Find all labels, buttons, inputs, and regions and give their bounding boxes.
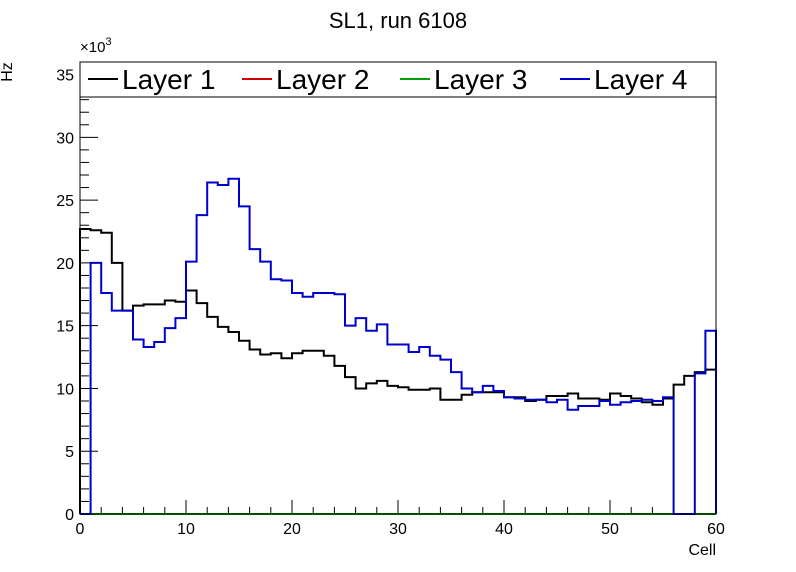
- legend-label-layer-1: Layer 1: [122, 64, 215, 95]
- y-axis-multiplier-base: ×10: [80, 39, 105, 56]
- legend-label-layer-3: Layer 3: [434, 64, 527, 95]
- y-tick-label: 35: [56, 68, 74, 85]
- y-tick-label: 20: [56, 256, 74, 273]
- x-tick-label: 40: [495, 521, 513, 538]
- axis-ticks: 0 10 20 30 40 50 60 0 5 10 15 20 25 30 35: [56, 61, 725, 538]
- x-tick-label: 20: [283, 521, 301, 538]
- legend-label-layer-4: Layer 4: [594, 64, 687, 95]
- chart-title: SL1, run 6108: [329, 8, 467, 33]
- y-axis-multiplier: ×103: [80, 36, 112, 56]
- y-axis-label: Hz: [0, 62, 16, 82]
- y-tick-label: 5: [65, 444, 74, 461]
- y-tick-label: 15: [56, 319, 74, 336]
- x-tick-label: 30: [389, 521, 407, 538]
- y-tick-label: 30: [56, 130, 74, 147]
- series-line-layer-4: [80, 177, 717, 515]
- y-tick-label: 10: [56, 381, 74, 398]
- x-tick-label: 10: [177, 521, 195, 538]
- x-tick-label: 60: [707, 521, 725, 538]
- x-tick-label: 0: [76, 521, 85, 538]
- x-axis-label: Cell: [688, 542, 716, 559]
- y-axis-multiplier-exponent: 3: [105, 36, 111, 48]
- y-tick-label: 0: [65, 507, 74, 524]
- y-tick-label: 25: [56, 193, 74, 210]
- legend: Layer 1 Layer 2 Layer 3 Layer 4: [79, 61, 717, 98]
- legend-label-layer-2: Layer 2: [276, 64, 369, 95]
- x-tick-label: 50: [601, 521, 619, 538]
- series-line-layer-1: [79, 227, 717, 514]
- legend-box: [79, 61, 717, 98]
